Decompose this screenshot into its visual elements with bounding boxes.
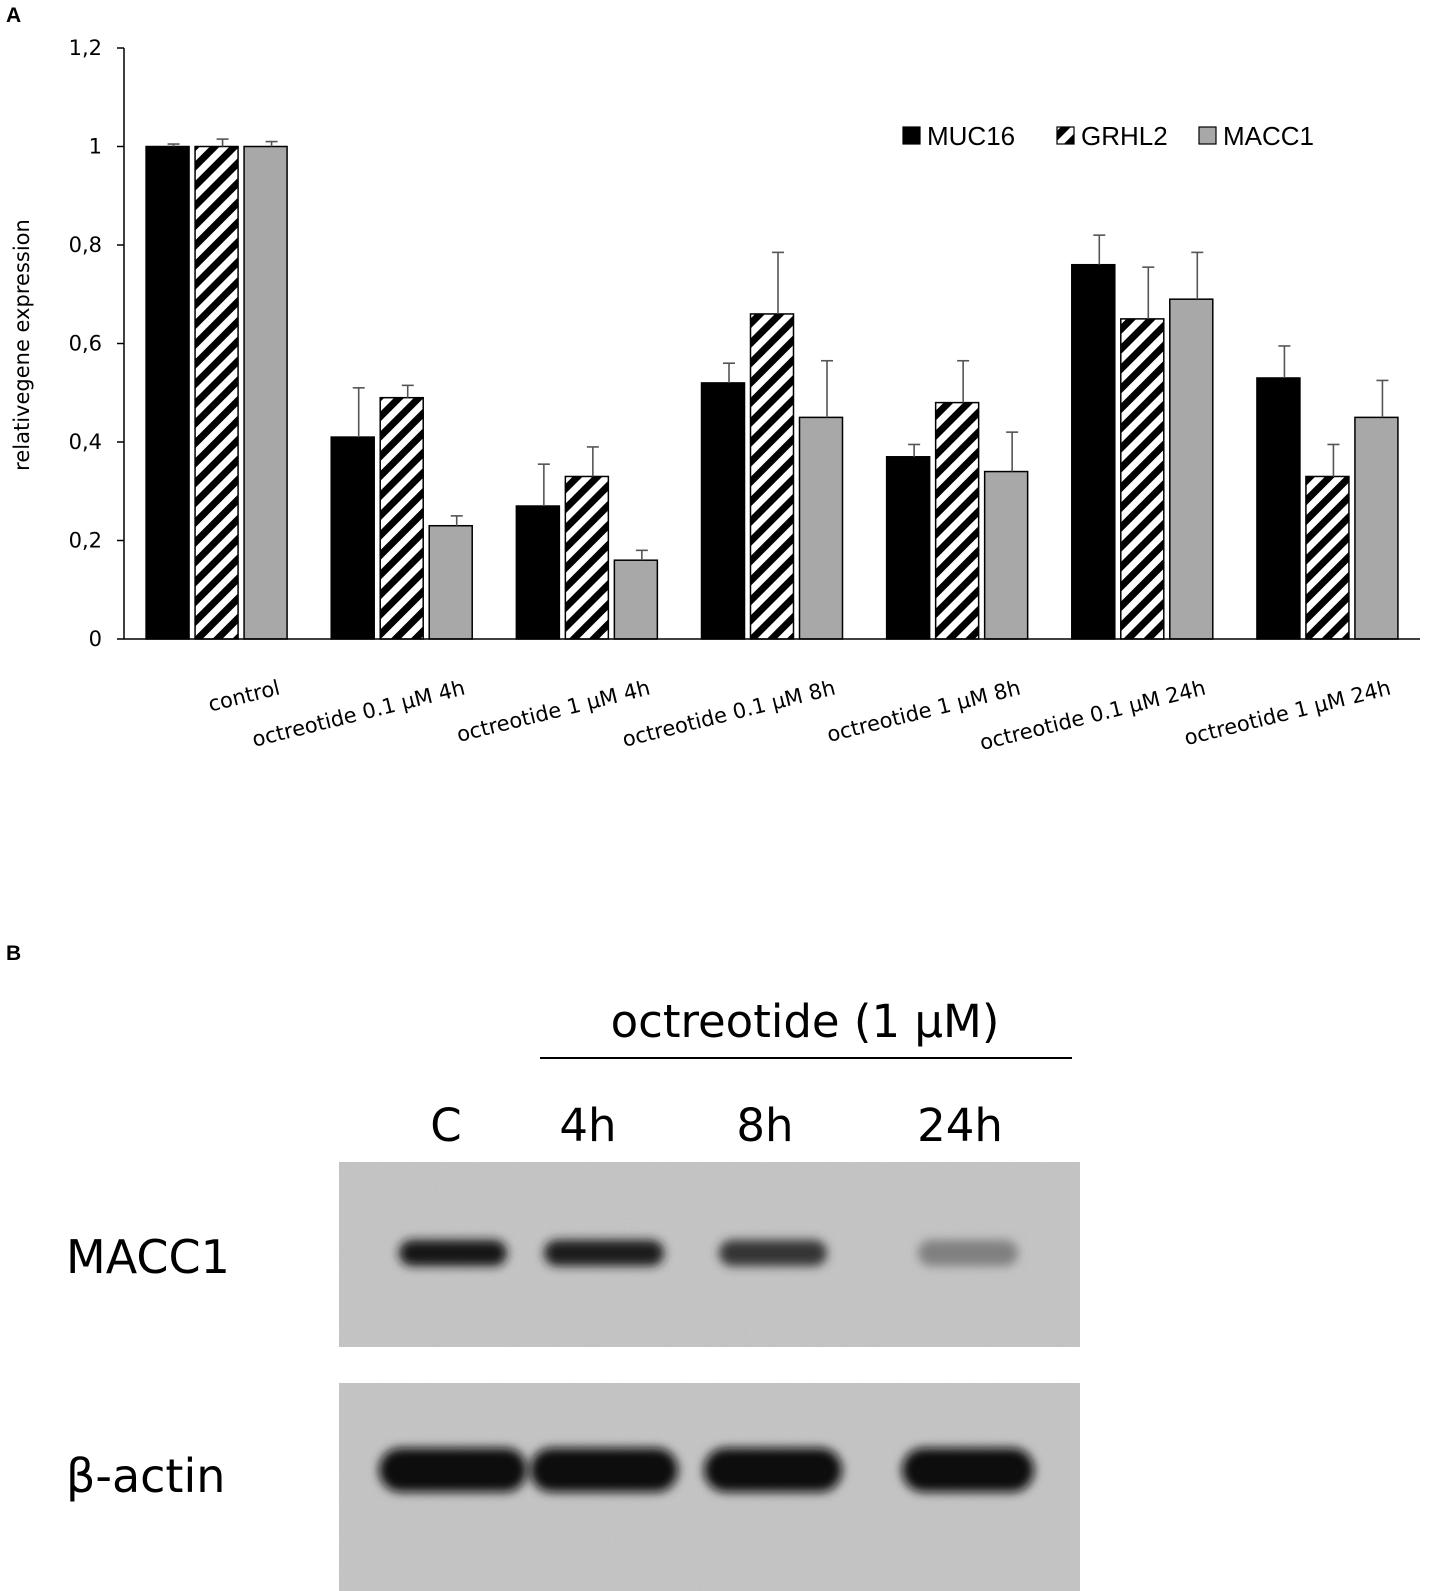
bar-muc16 (1256, 377, 1301, 640)
y-tick-label: 0,2 (69, 529, 102, 553)
bar-muc16 (515, 505, 561, 640)
bar-macc1 (1354, 416, 1399, 640)
lane-label: C (430, 1099, 461, 1152)
legend-label-grhl2: GRHL2 (1081, 121, 1168, 151)
blot-band (902, 1448, 1034, 1492)
blot-treatment-title: octreotide (1 µM) (611, 995, 1000, 1048)
bar-muc16 (330, 436, 375, 640)
blot-rows: MACC1 β-actin (66, 1162, 1080, 1591)
blot-row: β-actin (66, 1383, 1080, 1591)
legend-label-macc1: MACC1 (1223, 121, 1314, 151)
bar-muc16 (700, 382, 746, 640)
blot-row-label: MACC1 (66, 1230, 230, 1284)
blot-band (544, 1240, 664, 1266)
legend-swatch-muc16 (902, 126, 921, 145)
legend-label-muc16: MUC16 (927, 121, 1015, 151)
category-label: octreotide 1 µM 24h (1182, 676, 1393, 751)
bar-grhl2 (1120, 318, 1165, 640)
western-blot: octreotide (1 µM) C 4h 8h 24h MACC1 β-actin (66, 995, 1080, 1591)
blot-band (918, 1240, 1018, 1266)
y-axis: 0 0,2 0,4 0,6 0,8 1 1,2 (69, 36, 125, 651)
y-tick-label: 0,6 (69, 332, 102, 356)
bar-muc16 (1071, 263, 1116, 640)
lane-label: 24h (917, 1099, 1003, 1152)
bar-macc1 (428, 524, 473, 640)
y-tick-label: 0,8 (69, 233, 102, 257)
y-tick-label: 0,4 (69, 430, 102, 454)
legend-swatch-grhl2 (1056, 126, 1075, 145)
bar-macc1 (243, 145, 288, 640)
y-axis-title: relativegene expression (10, 219, 34, 471)
bar-macc1 (1169, 298, 1214, 640)
category-label: octreotide 0.1 µM 8h (620, 676, 838, 752)
bar-macc1 (983, 470, 1029, 640)
lane-label: 4h (559, 1099, 616, 1152)
bar-muc16 (145, 145, 190, 640)
panel-a-letter: A (6, 4, 21, 27)
blot-band (399, 1240, 507, 1266)
chart-legend: MUC16 GRHL2 MACC1 (902, 121, 1314, 151)
blot-band (719, 1240, 827, 1266)
bar-grhl2 (564, 475, 610, 640)
bar-muc16 (885, 456, 931, 640)
lane-labels: C 4h 8h 24h (430, 1099, 1003, 1152)
bar-macc1 (613, 559, 659, 640)
bar-grhl2 (379, 396, 424, 640)
blot-band (379, 1448, 527, 1492)
category-label: control (206, 676, 282, 717)
bar-grhl2 (934, 401, 980, 640)
panel-b-letter: B (6, 942, 21, 965)
bar-grhl2 (1305, 475, 1350, 640)
category-label: octreotide 0.1 µM 4h (250, 676, 468, 752)
lane-label: 8h (736, 1099, 793, 1152)
y-tick-label: 0 (89, 627, 102, 651)
bars (145, 138, 1399, 640)
blot-row-label: β-actin (66, 1449, 225, 1503)
y-tick-label: 1,2 (69, 36, 102, 60)
blot-band (530, 1448, 678, 1492)
bar-grhl2 (194, 145, 239, 640)
legend-swatch-macc1 (1198, 126, 1217, 145)
bar-grhl2 (749, 313, 795, 640)
y-tick-label: 1 (89, 135, 102, 159)
blot-row: MACC1 (66, 1162, 1080, 1347)
bar-macc1 (798, 416, 844, 640)
blot-band (704, 1448, 842, 1492)
